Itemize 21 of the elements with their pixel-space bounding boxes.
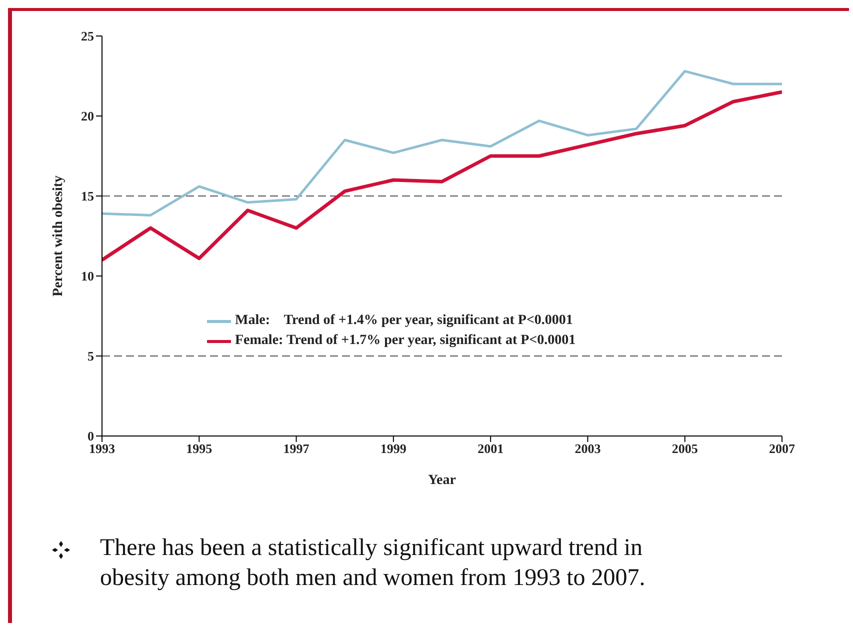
y-tick-label: 10 <box>81 268 94 284</box>
x-tick-label: 1997 <box>283 441 310 456</box>
x-tick-label: 1999 <box>380 441 407 456</box>
x-tick-label: 2007 <box>769 441 796 456</box>
y-tick-label: 25 <box>81 28 94 44</box>
y-tick-label: 20 <box>81 108 94 124</box>
y-tick-label: 15 <box>81 188 94 204</box>
line-series <box>102 70 782 216</box>
x-axis-title: Year <box>428 473 456 488</box>
x-tick-label: 2001 <box>478 441 504 456</box>
y-tick-label: 5 <box>88 348 94 364</box>
x-tick-label: 1993 <box>89 441 116 456</box>
x-tick-label: 2005 <box>672 441 698 456</box>
text: There has been a statistically significant upward trend in obesity among both men and women from 1993 to 2007. <box>100 534 646 593</box>
x-tick-label: 1995 <box>186 441 213 456</box>
legend-label: Female: Trend of +1.7% per year, significant at P<0.0001 <box>235 332 576 350</box>
x-tick-label: 2003 <box>574 441 602 456</box>
line-series <box>102 90 782 262</box>
y-axis-title: Percent with obesity <box>50 175 66 297</box>
y-tick-label: 0 <box>88 428 94 444</box>
legend-label: Male: Trend of +1.4% per year, significant at P<0.0001 <box>235 312 573 330</box>
